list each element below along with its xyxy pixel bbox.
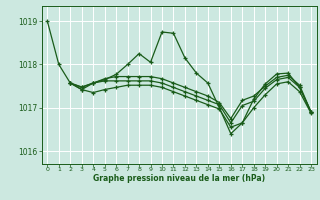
X-axis label: Graphe pression niveau de la mer (hPa): Graphe pression niveau de la mer (hPa) <box>93 174 265 183</box>
